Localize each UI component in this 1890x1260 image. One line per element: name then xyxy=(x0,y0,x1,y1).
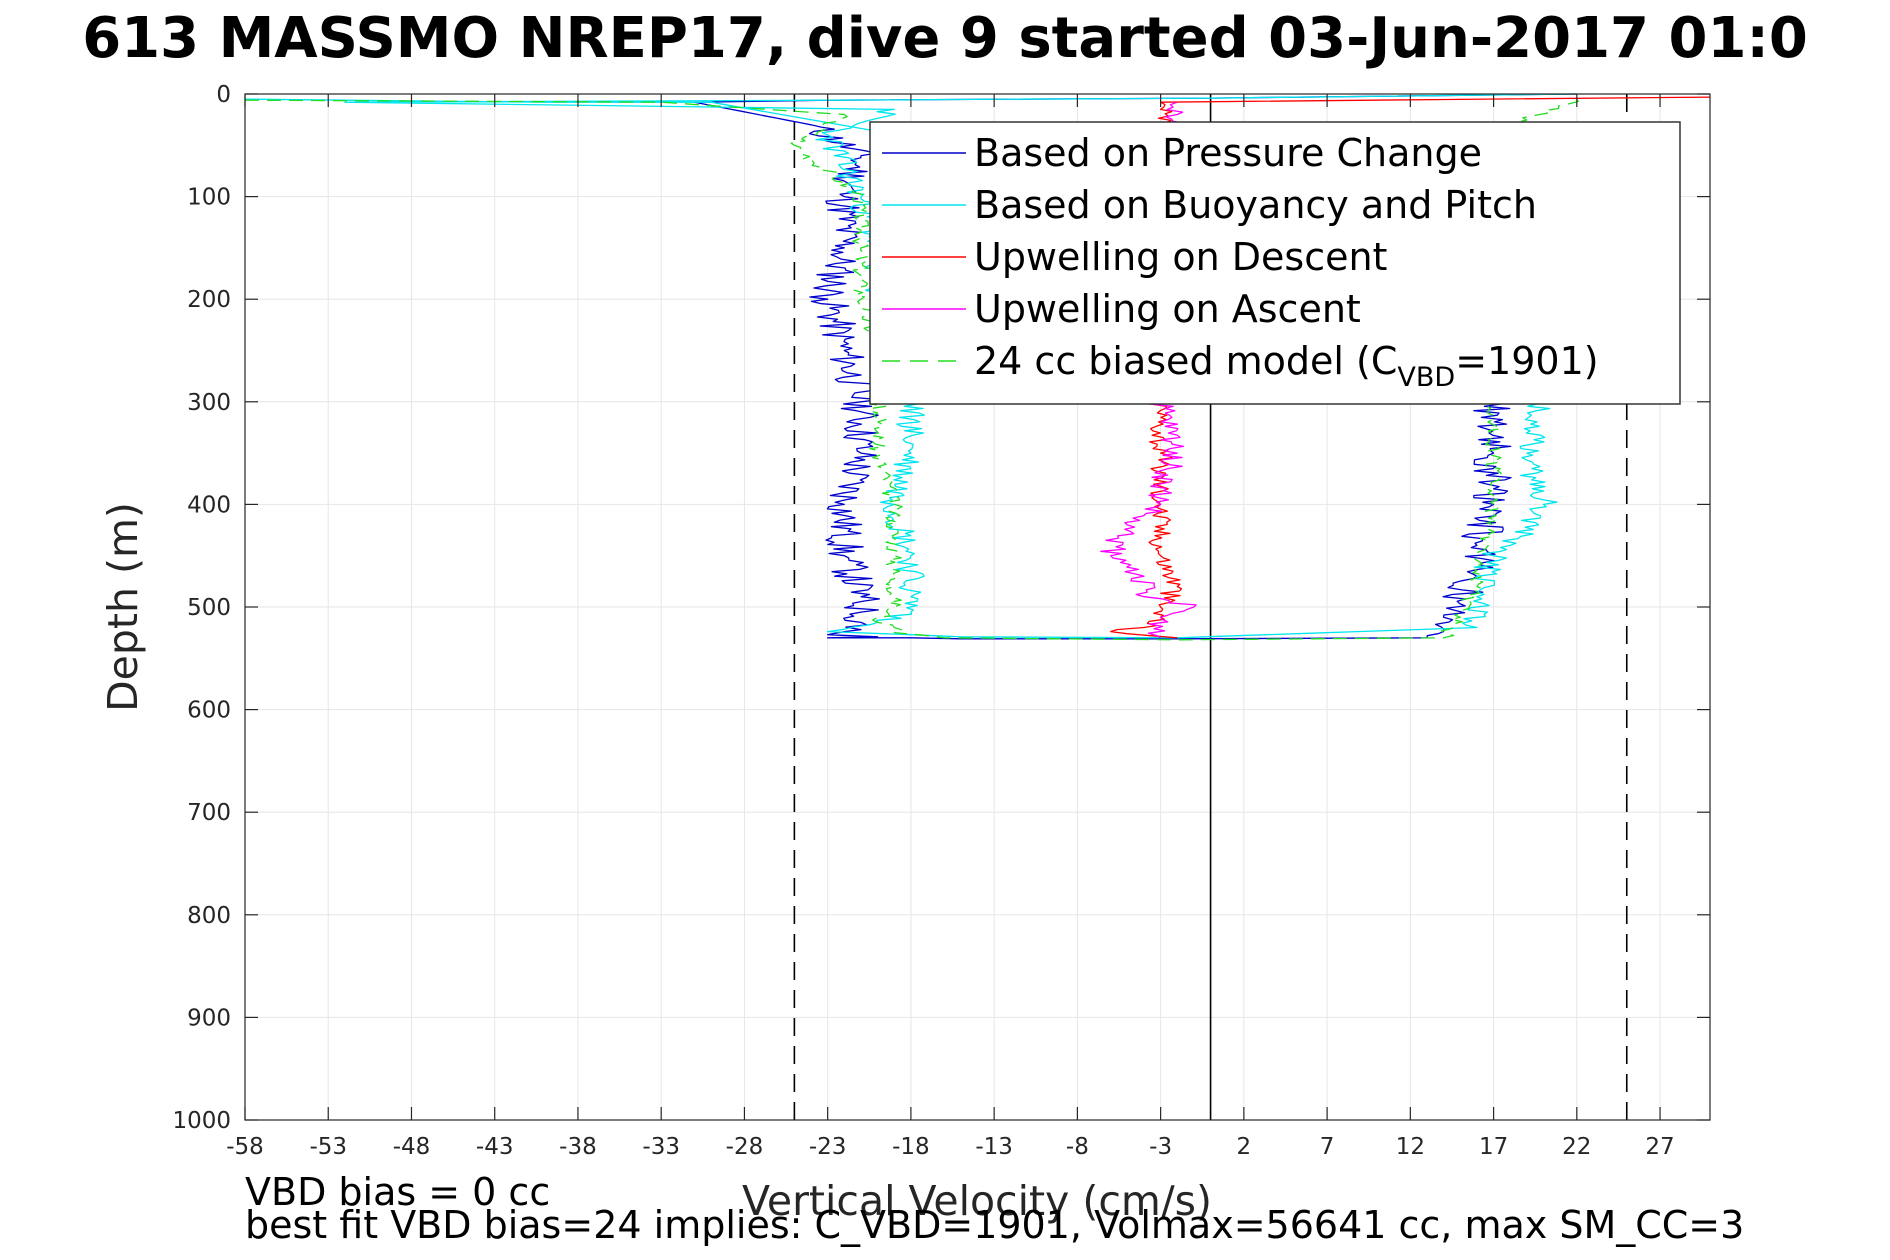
chart-title: 613 MASSMO NREP17, dive 9 started 03-Jun… xyxy=(82,6,1808,71)
y-tick-label: 1000 xyxy=(172,1108,231,1134)
y-tick-label: 500 xyxy=(187,595,231,621)
x-tick-label: 27 xyxy=(1645,1134,1674,1160)
x-tick-label: -23 xyxy=(809,1134,847,1160)
legend-entry: Based on Pressure Change xyxy=(974,131,1482,175)
y-tick-label: 600 xyxy=(187,698,231,724)
y-tick-label: 0 xyxy=(216,82,231,108)
x-tick-label: 7 xyxy=(1320,1134,1335,1160)
x-tick-label: 12 xyxy=(1396,1134,1425,1160)
y-tick-labels: 0 100 200 300 400 500 600 700 800 900 1000 xyxy=(172,82,231,1134)
x-tick-label: -18 xyxy=(892,1134,930,1160)
y-tick-label: 900 xyxy=(187,1005,231,1031)
legend-entry: Upwelling on Descent xyxy=(974,235,1387,279)
x-tick-label: 17 xyxy=(1479,1134,1508,1160)
x-tick-label: -38 xyxy=(559,1134,597,1160)
x-tick-label: -58 xyxy=(226,1134,264,1160)
x-tick-label: -33 xyxy=(642,1134,680,1160)
y-tick-label: 100 xyxy=(187,185,231,211)
y-tick-label: 300 xyxy=(187,390,231,416)
legend-box xyxy=(869,121,1681,405)
footer-best-fit: best fit VBD bias=24 implies: C_VBD=1901… xyxy=(245,1203,1744,1247)
y-tick-label: 200 xyxy=(187,287,231,313)
legend-entry: 24 cc biased model (CVBD=1901) xyxy=(974,339,1599,393)
x-tick-label: -3 xyxy=(1149,1134,1172,1160)
legend-entry: Based on Buoyancy and Pitch xyxy=(974,183,1537,227)
y-tick-label: 400 xyxy=(187,492,231,518)
x-tick-label: 2 xyxy=(1237,1134,1252,1160)
x-tick-label: -28 xyxy=(726,1134,764,1160)
x-tick-label: -43 xyxy=(476,1134,514,1160)
y-tick-label: 800 xyxy=(187,903,231,929)
axes xyxy=(244,93,1711,1121)
x-tick-label: -8 xyxy=(1066,1134,1089,1160)
x-tick-labels: -58 -53 -48 -43 -38 -33 -28 -23 -18 -13 -8 -3 2 7 12 17… xyxy=(226,1134,1674,1160)
legend: Based on Pressure Change Based on Buoyanc… xyxy=(869,121,1681,405)
y-tick-label: 700 xyxy=(187,800,231,826)
legend-entry: Upwelling on Ascent xyxy=(974,287,1361,331)
x-tick-label: -48 xyxy=(393,1134,431,1160)
series-line-1 xyxy=(693,93,1577,640)
x-axis-label: Vertical Velocity (cm/s) xyxy=(742,1177,1212,1225)
y-axis-label: Depth (m) xyxy=(99,502,147,712)
footer-vbd-bias: VBD bias = 0 cc xyxy=(245,1170,550,1214)
x-tick-label: 22 xyxy=(1562,1134,1591,1160)
x-tick-label: -13 xyxy=(975,1134,1013,1160)
series-line-5 xyxy=(244,98,1579,641)
x-tick-label: -53 xyxy=(309,1134,347,1160)
